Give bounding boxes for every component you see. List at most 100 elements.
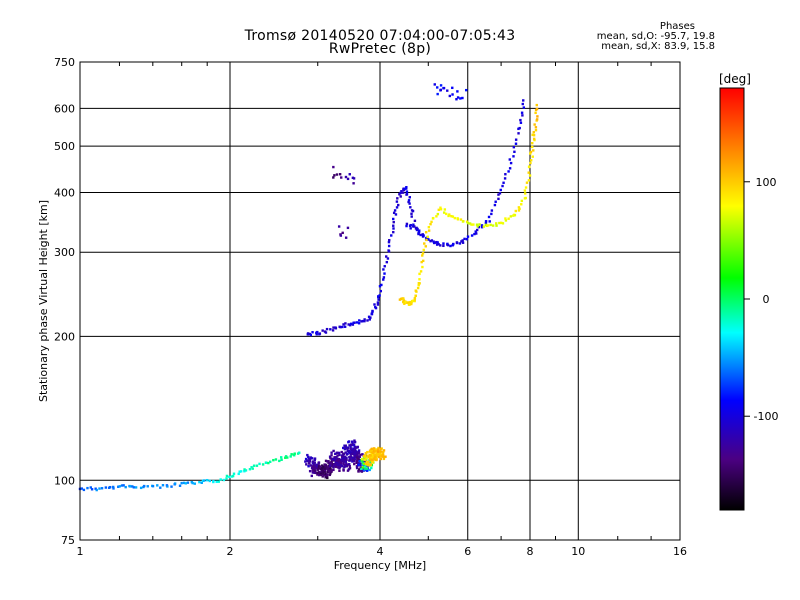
data-point [329, 462, 332, 465]
data-point [348, 173, 351, 176]
data-point [328, 473, 332, 477]
data-point [330, 458, 334, 461]
data-point [315, 471, 318, 475]
data-point [529, 161, 532, 165]
data-point [316, 473, 319, 476]
data-point [343, 444, 346, 447]
x-tick-label: 10 [571, 545, 585, 558]
x-tick-label: 2 [227, 545, 234, 558]
data-point [322, 465, 325, 468]
data-point [351, 456, 354, 459]
data-point [308, 459, 312, 463]
data-point [342, 469, 345, 472]
data-point [348, 459, 351, 462]
data-point [319, 465, 322, 469]
data-point [486, 224, 490, 227]
data-point [518, 126, 521, 130]
data-point [364, 452, 368, 455]
data-point [310, 466, 314, 470]
data-point [490, 209, 494, 212]
data-point [408, 303, 411, 306]
data-point [100, 487, 104, 490]
data-point [495, 224, 498, 227]
data-point [382, 455, 386, 459]
data-point [461, 220, 465, 223]
data-point [459, 218, 463, 221]
data-point [433, 83, 436, 86]
data-point [336, 454, 339, 457]
data-point [367, 315, 371, 319]
data-point [470, 234, 474, 237]
data-point [376, 301, 380, 304]
data-point [456, 217, 459, 220]
data-point [368, 468, 371, 472]
data-point [326, 467, 329, 470]
data-point [353, 452, 356, 455]
data-point [371, 461, 374, 464]
data-point [421, 252, 425, 255]
data-point [321, 467, 324, 470]
data-point [326, 460, 329, 463]
data-point [118, 485, 121, 488]
y-axis-label: Stationary phase Virtual Height [km] [37, 200, 50, 402]
data-point [232, 472, 236, 475]
data-point [80, 487, 84, 490]
data-point [409, 227, 412, 230]
data-point [512, 145, 516, 149]
data-point [361, 461, 364, 464]
data-point [231, 474, 235, 478]
y-tick-label: 750 [54, 56, 75, 69]
data-point [339, 325, 342, 329]
data-point [308, 458, 312, 461]
data-point [348, 444, 351, 447]
data-point [413, 219, 417, 223]
data-point [139, 486, 143, 490]
data-point [421, 254, 424, 257]
data-point [392, 220, 395, 224]
data-point [352, 459, 356, 463]
data-point [456, 96, 460, 99]
data-point [352, 449, 356, 453]
data-point [385, 255, 388, 258]
data-point [323, 467, 327, 470]
data-point [423, 242, 426, 245]
data-point [330, 469, 333, 472]
colorbar-ticks: -100 0 100 [744, 176, 778, 423]
data-point [519, 121, 523, 124]
data-point [458, 242, 462, 245]
data-point [456, 90, 459, 93]
data-point [402, 187, 405, 190]
data-point [317, 461, 321, 464]
data-point [344, 465, 347, 468]
data-point [405, 224, 408, 228]
data-point [376, 450, 380, 453]
data-point [342, 446, 345, 450]
data-point [375, 452, 379, 455]
data-point [377, 298, 380, 301]
data-point [455, 98, 458, 101]
data-point [522, 106, 526, 109]
data-point [520, 199, 524, 203]
data-point [208, 479, 212, 483]
data-point [351, 452, 354, 456]
data-point [368, 464, 371, 467]
data-point [356, 456, 359, 459]
data-point [108, 485, 112, 489]
data-point [363, 455, 367, 459]
data-point [311, 331, 314, 334]
plot-frame [79, 61, 681, 541]
data-point [335, 173, 339, 176]
data-point [343, 459, 346, 462]
data-point [377, 446, 380, 450]
data-point [238, 470, 241, 473]
data-point [465, 237, 469, 241]
data-point [327, 465, 330, 469]
data-point [448, 94, 452, 98]
data-point [333, 457, 337, 461]
data-point [439, 84, 443, 87]
data-point [309, 333, 313, 337]
data-point [379, 453, 382, 456]
data-point [480, 224, 484, 227]
data-point [421, 265, 424, 269]
data-point [219, 478, 222, 481]
